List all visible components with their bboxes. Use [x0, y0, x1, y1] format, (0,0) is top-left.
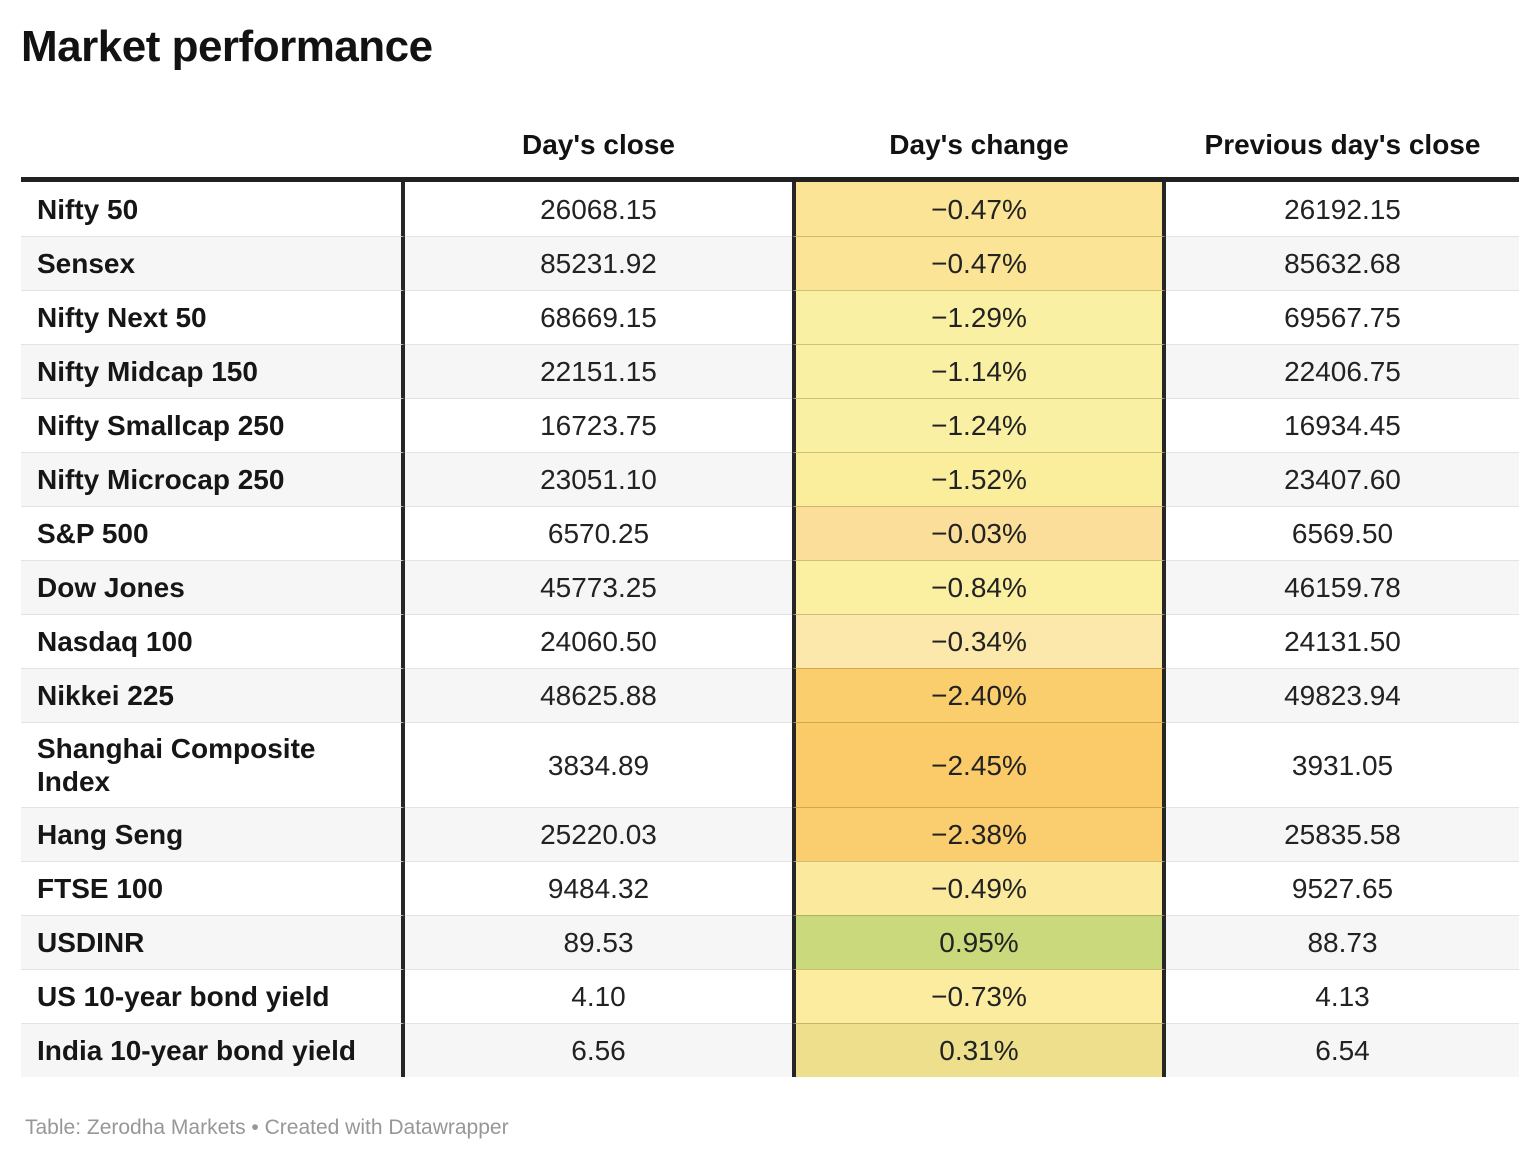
- previous-close-value: 88.73: [1166, 915, 1519, 969]
- days-close-value: 48625.88: [405, 668, 792, 722]
- page-title: Market performance: [21, 22, 433, 71]
- table-body: Nifty 50 26068.15 −0.47% 26192.15 Sensex…: [21, 177, 1519, 1077]
- days-change-value: 0.31%: [792, 1023, 1166, 1077]
- days-change-value: −0.47%: [792, 236, 1166, 290]
- table-attribution: Table: Zerodha Markets • Created with Da…: [25, 1116, 509, 1139]
- row-label: Nifty 50: [21, 182, 405, 236]
- days-change-value: −0.84%: [792, 560, 1166, 614]
- previous-close-value: 69567.75: [1166, 290, 1519, 344]
- previous-close-value: 46159.78: [1166, 560, 1519, 614]
- days-close-value: 3834.89: [405, 722, 792, 807]
- table-row: Nifty 50 26068.15 −0.47% 26192.15: [21, 182, 1519, 236]
- table-row: Sensex 85231.92 −0.47% 85632.68: [21, 236, 1519, 290]
- table-row: Nifty Next 50 68669.15 −1.29% 69567.75: [21, 290, 1519, 344]
- days-change-value: −1.52%: [792, 452, 1166, 506]
- market-performance-table-widget: Market performance Day's close Day's cha…: [21, 22, 1519, 1139]
- table-row: Nasdaq 100 24060.50 −0.34% 24131.50: [21, 614, 1519, 668]
- table-row: S&P 500 6570.25 −0.03% 6569.50: [21, 506, 1519, 560]
- previous-close-value: 85632.68: [1166, 236, 1519, 290]
- table-row: India 10-year bond yield 6.56 0.31% 6.54: [21, 1023, 1519, 1077]
- days-close-value: 6.56: [405, 1023, 792, 1077]
- previous-close-value: 49823.94: [1166, 668, 1519, 722]
- row-label: FTSE 100: [21, 861, 405, 915]
- row-label: Nifty Smallcap 250: [21, 398, 405, 452]
- previous-close-value: 23407.60: [1166, 452, 1519, 506]
- column-header-days-change: Day's change: [889, 129, 1069, 160]
- days-change-value: −1.14%: [792, 344, 1166, 398]
- days-close-value: 68669.15: [405, 290, 792, 344]
- row-label: Dow Jones: [21, 560, 405, 614]
- row-label: Shanghai Composite Index: [21, 722, 405, 807]
- days-change-value: −2.40%: [792, 668, 1166, 722]
- days-close-value: 6570.25: [405, 506, 792, 560]
- days-change-value: −0.03%: [792, 506, 1166, 560]
- table-row: Dow Jones 45773.25 −0.84% 46159.78: [21, 560, 1519, 614]
- days-close-value: 16723.75: [405, 398, 792, 452]
- days-close-value: 23051.10: [405, 452, 792, 506]
- row-label: India 10-year bond yield: [21, 1023, 405, 1077]
- days-close-value: 9484.32: [405, 861, 792, 915]
- previous-close-value: 6569.50: [1166, 506, 1519, 560]
- days-close-value: 4.10: [405, 969, 792, 1023]
- table-row: Hang Seng 25220.03 −2.38% 25835.58: [21, 807, 1519, 861]
- days-close-value: 85231.92: [405, 236, 792, 290]
- days-change-value: −1.29%: [792, 290, 1166, 344]
- previous-close-value: 6.54: [1166, 1023, 1519, 1077]
- days-close-value: 26068.15: [540, 193, 657, 225]
- days-change-value: −0.47%: [792, 182, 1166, 236]
- previous-close-value: 26192.15: [1284, 193, 1401, 225]
- row-label: Nasdaq 100: [21, 614, 405, 668]
- table-row: Nifty Smallcap 250 16723.75 −1.24% 16934…: [21, 398, 1519, 452]
- row-label: Nifty Midcap 150: [21, 344, 405, 398]
- column-header-previous-close: Previous day's close: [1204, 129, 1481, 160]
- days-close-value: 22151.15: [405, 344, 792, 398]
- row-label: Hang Seng: [21, 807, 405, 861]
- table-row: Nikkei 225 48625.88 −2.40% 49823.94: [21, 668, 1519, 722]
- table-row: USDINR 89.53 0.95% 88.73: [21, 915, 1519, 969]
- previous-close-value: 3931.05: [1166, 722, 1519, 807]
- table-row: Nifty Midcap 150 22151.15 −1.14% 22406.7…: [21, 344, 1519, 398]
- previous-close-value: 4.13: [1166, 969, 1519, 1023]
- column-header-days-close: Day's close: [522, 129, 675, 160]
- days-close-value: 24060.50: [405, 614, 792, 668]
- previous-close-value: 22406.75: [1166, 344, 1519, 398]
- table-row: Nifty Microcap 250 23051.10 −1.52% 23407…: [21, 452, 1519, 506]
- days-close-value: 25220.03: [405, 807, 792, 861]
- days-change-value: −1.24%: [792, 398, 1166, 452]
- table-row: FTSE 100 9484.32 −0.49% 9527.65: [21, 861, 1519, 915]
- days-change-value: −2.45%: [792, 722, 1166, 807]
- days-close-value: 45773.25: [405, 560, 792, 614]
- row-label: Nifty Next 50: [21, 290, 405, 344]
- table-header-row: Day's close Day's change Previous day's …: [21, 128, 1519, 177]
- row-label: US 10-year bond yield: [21, 969, 405, 1023]
- days-change-value: −0.73%: [792, 969, 1166, 1023]
- days-change-value: 0.95%: [792, 915, 1166, 969]
- days-change-value: −0.49%: [792, 861, 1166, 915]
- row-label: Sensex: [21, 236, 405, 290]
- row-label: S&P 500: [21, 506, 405, 560]
- previous-close-value: 24131.50: [1166, 614, 1519, 668]
- days-change-value: −0.34%: [792, 614, 1166, 668]
- table-row: Shanghai Composite Index 3834.89 −2.45% …: [21, 722, 1519, 807]
- table-row: US 10-year bond yield 4.10 −0.73% 4.13: [21, 969, 1519, 1023]
- row-label: Nifty Microcap 250: [21, 452, 405, 506]
- days-change-value: −2.38%: [792, 807, 1166, 861]
- days-close-value: 89.53: [405, 915, 792, 969]
- previous-close-value: 9527.65: [1166, 861, 1519, 915]
- row-label: Nikkei 225: [21, 668, 405, 722]
- previous-close-value: 16934.45: [1166, 398, 1519, 452]
- row-label: USDINR: [21, 915, 405, 969]
- previous-close-value: 25835.58: [1166, 807, 1519, 861]
